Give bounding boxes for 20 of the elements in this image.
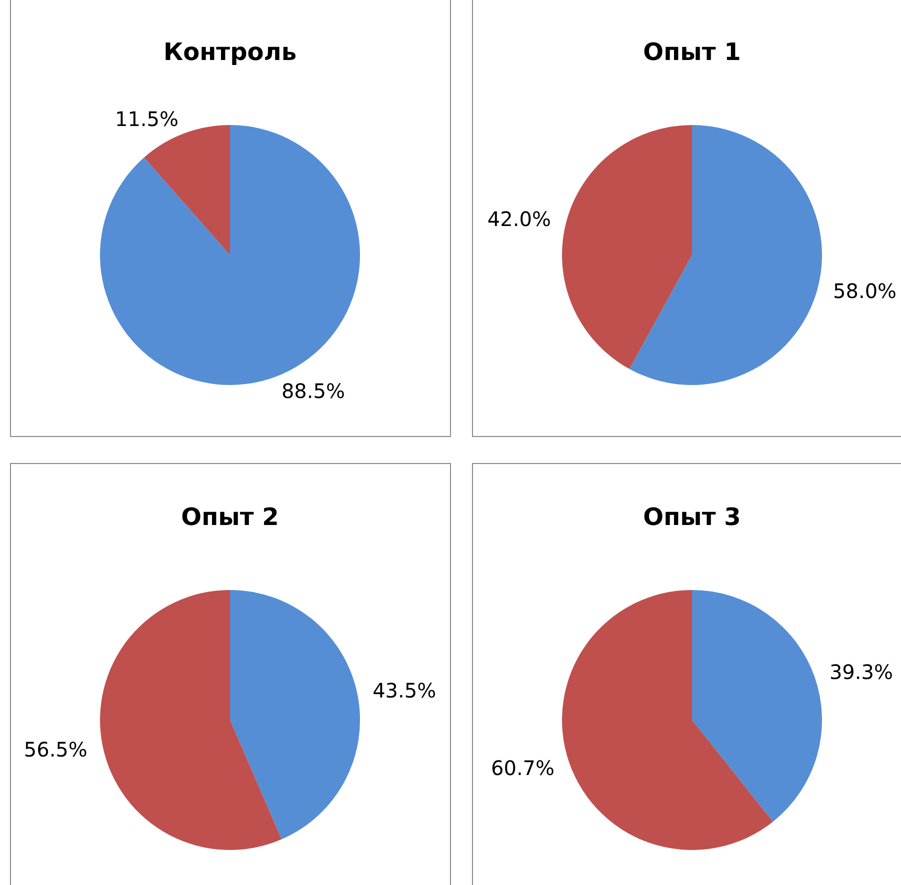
data-label: 42.0%: [487, 206, 551, 231]
chart-title: Опыт 1: [643, 38, 741, 66]
chart-title: Контроль: [163, 38, 297, 66]
pie-slice: [230, 590, 360, 840]
pie-slice: [100, 125, 360, 385]
data-label: 11.5%: [114, 106, 179, 131]
chart-title: Опыт 3: [643, 503, 741, 531]
pie-slice: [562, 590, 773, 850]
pie-slice: [144, 125, 230, 255]
data-label: 58.0%: [833, 279, 897, 304]
pie-slice: [692, 590, 822, 822]
data-label: 60.7%: [491, 756, 555, 780]
data-label: 43.5%: [372, 678, 436, 702]
pie-slice: [629, 125, 822, 385]
pie-slice: [100, 590, 282, 850]
chart-title: Опыт 2: [181, 503, 279, 531]
data-label: 39.3%: [829, 660, 893, 684]
data-label: 56.5%: [24, 738, 88, 762]
pie-slice: [562, 125, 692, 369]
data-label: 88.5%: [281, 379, 346, 404]
